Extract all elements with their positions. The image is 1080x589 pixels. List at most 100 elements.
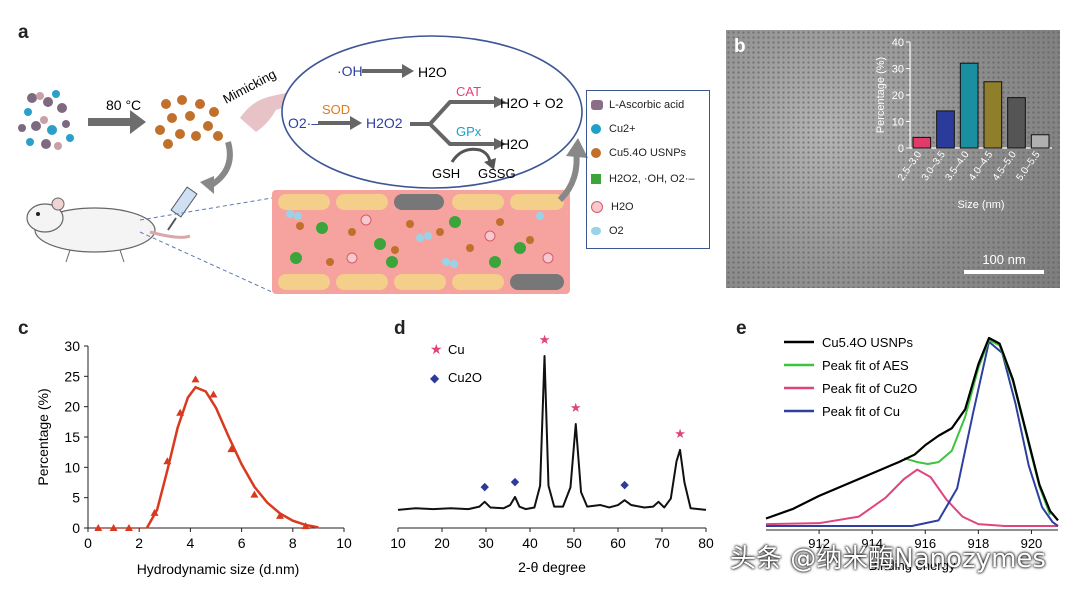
h2o2-label: H2O2 bbox=[366, 115, 403, 131]
syringe-icon bbox=[167, 186, 198, 231]
d-cu-marker: ★ bbox=[674, 426, 686, 441]
e-x-label: Binding energy bbox=[869, 558, 956, 573]
oh-label: ·OH bbox=[337, 63, 363, 79]
b-y-tick-label: 20 bbox=[892, 90, 904, 102]
legend-oxygen: O2 bbox=[591, 225, 624, 237]
d-cu2o-marker: ◆ bbox=[620, 479, 629, 491]
gsh-label: GSH bbox=[432, 166, 460, 181]
legend-cu2o-diamond: ◆ bbox=[430, 371, 440, 385]
b-bar bbox=[983, 81, 1003, 149]
tem-image bbox=[726, 30, 1060, 288]
legend-water: H2O bbox=[591, 201, 634, 214]
b-bar bbox=[1007, 97, 1026, 149]
panel-c-label: c bbox=[18, 318, 29, 339]
ros-icon bbox=[591, 174, 601, 185]
c-y-tick-label: 25 bbox=[64, 368, 80, 384]
panel-e-chart: 912 914 916 918 920 Binding energy Cu5.4O USN… bbox=[765, 335, 1059, 573]
e-series-line bbox=[765, 336, 1059, 522]
b-bar bbox=[1030, 134, 1050, 149]
d-x-tick-label: 30 bbox=[478, 535, 494, 551]
e-x-tick-label: 914 bbox=[861, 536, 883, 551]
b-bar bbox=[936, 110, 955, 149]
e-legend-label: Peak fit of Cu2O bbox=[822, 381, 917, 396]
d-x-label: 2-θ degree bbox=[518, 559, 586, 575]
oxygen-icon bbox=[591, 227, 601, 236]
panel-a-schematic: 80 °C Mimicking bbox=[18, 35, 588, 294]
e-legend-label: Cu5.4O USNPs bbox=[822, 335, 914, 350]
c-y-tick-label: 10 bbox=[64, 459, 80, 475]
c-x-tick-label: 0 bbox=[84, 535, 92, 551]
cat-label: CAT bbox=[456, 84, 481, 99]
copper-ion-icon bbox=[591, 124, 601, 135]
e-x-tick-label: 918 bbox=[968, 536, 990, 551]
e-series-line bbox=[765, 468, 1058, 527]
c-data-point bbox=[227, 445, 236, 453]
ascorbic-cluster-icon bbox=[18, 90, 74, 150]
c-data-point bbox=[191, 375, 200, 383]
panel-d-label: d bbox=[394, 318, 406, 339]
d-x-tick-label: 80 bbox=[698, 535, 714, 551]
c-data-point bbox=[109, 524, 118, 531]
b-y-tick-label: 30 bbox=[892, 64, 904, 76]
c-y-tick-label: 0 bbox=[72, 520, 80, 536]
b-x-tick-label: 5.0–5.5 bbox=[1014, 149, 1042, 183]
b-y-label: Percentage (%) bbox=[875, 57, 887, 133]
panel-a-legend: L-Ascorbic acid Cu2+ Cu5.4O USNPs H2O2, … bbox=[586, 90, 710, 249]
c-x-tick-label: 8 bbox=[289, 535, 297, 551]
c-data-point bbox=[301, 522, 310, 530]
e-series-line bbox=[766, 340, 1059, 527]
c-data-point bbox=[276, 511, 284, 519]
b-bar bbox=[959, 62, 979, 149]
d-cu2o-marker: ◆ bbox=[480, 481, 489, 493]
enzyme-cycle bbox=[281, 35, 583, 189]
c-y-label: Percentage (%) bbox=[35, 388, 51, 485]
e-x-tick-label: 916 bbox=[914, 536, 936, 551]
d-x-tick-label: 40 bbox=[522, 535, 538, 551]
legend-ros: H2O2, ·OH, O2·– bbox=[591, 173, 695, 185]
watermark: 头条 @纳米酶Nanozymes bbox=[730, 544, 1046, 574]
ascorbic-acid-icon bbox=[591, 100, 603, 111]
mouse-icon bbox=[26, 197, 191, 263]
scale-bar bbox=[964, 270, 1044, 274]
h2o-mid-label: H2O bbox=[500, 136, 529, 152]
panel-e-label: e bbox=[736, 318, 747, 339]
gssg-label: GSSG bbox=[478, 166, 516, 181]
nanoparticle-icon bbox=[591, 148, 601, 159]
d-x-tick-label: 50 bbox=[566, 535, 582, 551]
water-icon bbox=[591, 201, 603, 214]
h2o-top-label: H2O bbox=[418, 64, 447, 80]
d-cu-marker: ★ bbox=[570, 400, 582, 415]
c-data-point bbox=[124, 524, 133, 531]
c-y-tick-label: 20 bbox=[64, 399, 80, 415]
d-xrd-line bbox=[397, 355, 707, 511]
c-data-point bbox=[209, 390, 218, 398]
d-cu-marker: ★ bbox=[539, 332, 551, 347]
c-data-point bbox=[250, 490, 259, 498]
d-x-tick-label: 70 bbox=[654, 535, 670, 551]
temp-label: 80 °C bbox=[106, 97, 141, 113]
legend-cu-star: ★ bbox=[430, 341, 443, 357]
c-x-tick-label: 2 bbox=[135, 535, 143, 551]
panel-b-label: b bbox=[734, 36, 746, 57]
e-legend-label: Peak fit of AES bbox=[822, 358, 909, 373]
b-x-label: Size (nm) bbox=[957, 199, 1004, 211]
legend-ascorbic: L-Ascorbic acid bbox=[591, 99, 684, 111]
legend-cu-label: Cu bbox=[448, 342, 465, 357]
d-x-tick-label: 10 bbox=[390, 535, 406, 551]
legend-cu-ion: Cu2+ bbox=[591, 123, 636, 135]
c-data-point bbox=[163, 457, 172, 465]
c-y-tick-label: 5 bbox=[72, 490, 80, 506]
c-y-tick-label: 15 bbox=[64, 429, 80, 445]
c-data-point bbox=[94, 524, 103, 531]
c-x-tick-label: 6 bbox=[238, 535, 246, 551]
c-data-point bbox=[150, 508, 159, 516]
d-x-tick-label: 20 bbox=[434, 535, 450, 551]
legend-nanoparticle: Cu5.4O USNPs bbox=[591, 147, 686, 159]
panel-d-chart: 10 20 30 40 50 60 70 80★★★◆ ◆ ◆2-θ degree ★ Cu ◆ … bbox=[390, 332, 714, 575]
nanoparticles-icon bbox=[155, 95, 223, 149]
sod-label: SOD bbox=[322, 102, 350, 117]
d-x-tick-label: 60 bbox=[610, 535, 626, 551]
e-x-tick-label: 920 bbox=[1021, 536, 1043, 551]
c-fit-curve bbox=[145, 385, 319, 529]
c-x-tick-label: 4 bbox=[187, 535, 195, 551]
